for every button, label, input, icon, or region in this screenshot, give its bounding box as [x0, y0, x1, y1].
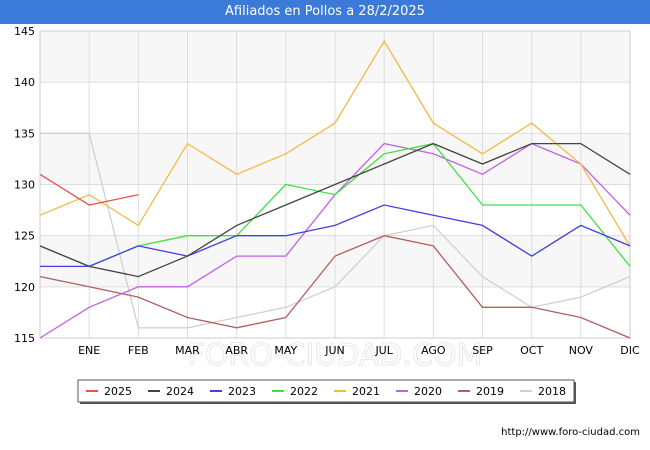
y-tick-label: 135 — [14, 127, 35, 140]
plot-frame — [39, 30, 631, 339]
x-tick-label: SEP — [472, 344, 493, 357]
series-line-2024 — [39, 142, 631, 278]
x-tick-label: NOV — [569, 344, 594, 357]
legend-label-2021: 2021 — [352, 385, 380, 398]
legend-label-2019: 2019 — [476, 385, 504, 398]
series-line-2025 — [39, 173, 139, 206]
y-tick-label: 120 — [14, 281, 35, 294]
x-tick-label: ABR — [225, 344, 248, 357]
x-tick-label: AGO — [421, 344, 446, 357]
legend-label-2023: 2023 — [228, 385, 256, 398]
x-tick-label: JUN — [324, 344, 345, 357]
y-tick-label: 115 — [14, 332, 35, 345]
series-line-2023 — [40, 204, 631, 268]
legend-label-2022: 2022 — [290, 385, 318, 398]
y-tick-label: 130 — [14, 179, 35, 192]
x-tick-label: MAR — [175, 344, 200, 357]
series-line-2021 — [39, 39, 631, 247]
footer-url: http://www.foro-ciudad.com — [501, 427, 640, 438]
legend-label-2024: 2024 — [166, 385, 194, 398]
y-tick-label: 140 — [14, 76, 35, 89]
watermark-text: FORO-CIUDAD.COM — [188, 338, 483, 373]
series-line-2019 — [39, 235, 631, 339]
legend-label-2025: 2025 — [104, 385, 132, 398]
legend-box — [77, 379, 575, 403]
x-tick-label: MAY — [274, 344, 297, 357]
chart-title: Afiliados en Pollos a 28/2/2025 — [0, 0, 650, 24]
legend-label-2020: 2020 — [414, 385, 442, 398]
y-tick-label: 145 — [14, 25, 35, 38]
y-tick-label: 125 — [14, 230, 35, 243]
x-tick-label: JUL — [374, 344, 393, 357]
x-tick-label: FEB — [128, 344, 149, 357]
x-tick-label: OCT — [520, 344, 543, 357]
x-tick-label: DIC — [620, 344, 640, 357]
x-tick-label: ENE — [78, 344, 100, 357]
legend-label-2018: 2018 — [538, 385, 566, 398]
